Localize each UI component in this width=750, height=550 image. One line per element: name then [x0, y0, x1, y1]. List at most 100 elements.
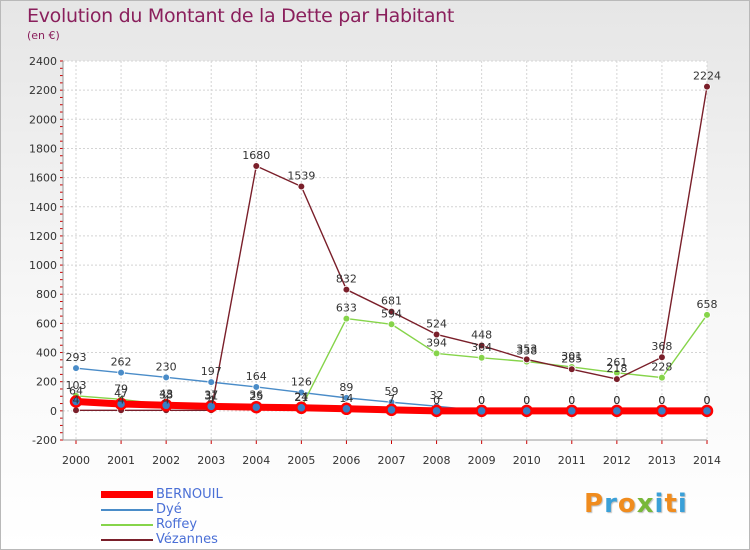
data-label: 126	[291, 375, 312, 388]
data-label: 0	[658, 394, 665, 407]
x-tick-label: 2004	[242, 454, 270, 467]
data-point	[162, 373, 170, 382]
data-label: 633	[336, 302, 357, 315]
data-label: 43	[159, 388, 173, 401]
data-label: 394	[426, 336, 447, 349]
data-point	[477, 341, 486, 350]
x-tick-label: 2009	[468, 454, 496, 467]
data-label: 0	[478, 394, 485, 407]
chart-subtitle: (en €)	[27, 29, 60, 42]
data-label: 25	[249, 390, 263, 403]
data-label: 293	[66, 351, 87, 364]
data-label: 197	[201, 365, 222, 378]
legend-label: Dyé	[156, 502, 182, 517]
data-label: 364	[471, 341, 492, 354]
data-label: 103	[66, 379, 87, 392]
data-label: 658	[697, 298, 718, 311]
data-label: 14	[339, 392, 353, 405]
data-point	[610, 404, 624, 418]
data-point	[522, 355, 531, 364]
legend-label: Roffey	[156, 517, 198, 532]
data-label: 164	[246, 370, 267, 383]
data-label: 832	[336, 273, 357, 286]
data-point	[475, 404, 488, 418]
data-label: 230	[156, 360, 177, 373]
data-point	[207, 378, 216, 386]
data-point	[342, 314, 351, 323]
data-label: 0	[568, 394, 575, 407]
data-label: 262	[111, 356, 132, 369]
x-tick-label: 2014	[693, 454, 721, 467]
data-label: 0	[613, 394, 620, 407]
data-label: 353	[516, 342, 537, 355]
x-tick-label: 2000	[62, 454, 90, 467]
y-tick-label: 600	[36, 317, 57, 330]
data-point	[297, 388, 306, 397]
data-label: 21	[294, 391, 308, 404]
y-tick-label: 0	[50, 405, 57, 418]
data-label: 38	[159, 388, 173, 401]
data-label: 0	[704, 394, 711, 407]
legend-swatch	[101, 524, 153, 526]
proxiti-logo: Proxiti	[584, 489, 688, 519]
legend-swatch	[101, 509, 153, 511]
data-label: 594	[381, 307, 402, 320]
data-point	[159, 399, 173, 412]
data-point	[703, 311, 711, 319]
y-tick-label: 800	[36, 288, 57, 301]
data-point	[342, 285, 351, 294]
data-point	[613, 375, 621, 383]
data-label: 0	[704, 394, 711, 407]
plot-area	[63, 61, 707, 440]
data-label: 64	[69, 385, 83, 398]
data-label: 59	[385, 385, 399, 398]
y-tick-label: 1200	[29, 230, 57, 243]
x-tick-label: 2013	[648, 454, 676, 467]
data-label: 285	[561, 352, 582, 365]
data-label: 0	[433, 394, 440, 407]
legend-swatch	[101, 491, 153, 498]
data-label: 32	[430, 389, 444, 402]
logo-letter: t	[664, 489, 678, 519]
data-label: 0	[523, 394, 530, 407]
data-point	[117, 368, 125, 377]
y-tick-label: 2200	[29, 84, 57, 97]
legend-label: BERNOUIL	[156, 487, 223, 502]
y-tick-label: 1800	[29, 142, 57, 155]
data-point	[387, 307, 396, 316]
legend-label: Vézannes	[156, 532, 218, 547]
data-label: 228	[651, 361, 672, 374]
y-tick-label: 400	[36, 347, 57, 360]
data-label: 218	[606, 362, 627, 375]
data-point	[297, 182, 306, 191]
data-label: 31	[204, 389, 218, 402]
data-label: 261	[606, 356, 627, 369]
data-point	[385, 403, 398, 417]
y-tick-label: 2400	[29, 55, 57, 68]
data-point	[204, 400, 218, 413]
data-point	[567, 365, 576, 374]
data-point	[72, 364, 80, 372]
chart-title: Evolution du Montant de la Dette par Hab…	[27, 5, 455, 27]
data-point	[252, 383, 261, 391]
data-label: 0	[523, 394, 530, 407]
x-tick-label: 2006	[332, 454, 360, 467]
logo-letter: o	[617, 489, 637, 519]
data-label: 4	[208, 393, 215, 406]
data-point	[658, 353, 666, 362]
data-label: 0	[658, 394, 665, 407]
data-label: 24	[294, 390, 308, 403]
data-label: 0	[613, 394, 620, 407]
data-label: 47	[114, 387, 128, 400]
data-point	[520, 404, 533, 418]
y-tick-label: 1000	[29, 259, 57, 272]
x-tick-label: 2012	[603, 454, 631, 467]
logo-letter: i	[654, 489, 665, 519]
data-point	[69, 395, 83, 408]
y-tick-label: 1400	[29, 201, 57, 214]
data-label: 4	[163, 393, 170, 406]
data-label: 338	[516, 345, 537, 358]
y-tick-label: 1600	[29, 172, 57, 185]
